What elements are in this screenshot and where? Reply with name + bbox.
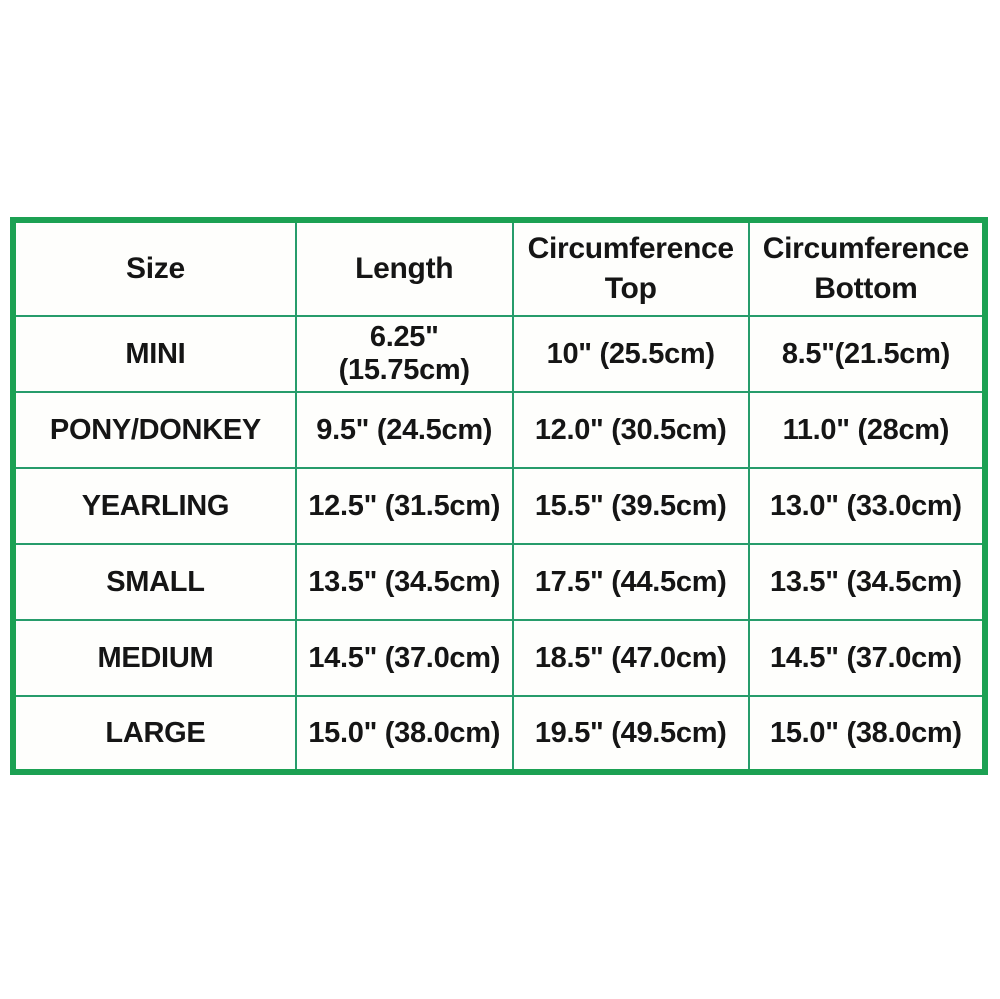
col-header-size: Size — [12, 219, 297, 317]
col-header-length: Length — [294, 219, 514, 317]
cell-size: LARGE — [12, 695, 297, 773]
cell-length: 15.0" (38.0cm) — [294, 695, 514, 773]
header-line: Bottom — [814, 272, 918, 305]
cell-circumference-top: 18.5" (47.0cm) — [511, 619, 750, 697]
header-line: Size — [126, 252, 185, 286]
cell-circumference-top: 10" (25.5cm) — [511, 315, 750, 393]
size-chart-table: Size Length Circumference Top Circumferen… — [10, 217, 988, 775]
header-row: Size Length Circumference Top Circumferen… — [12, 219, 987, 317]
col-header-circumference-bottom: Circumference Bottom — [747, 219, 987, 317]
cell-length: 6.25" (15.75cm) — [294, 315, 514, 393]
cell-size: YEARLING — [12, 467, 297, 545]
col-header-circumference-top: Circumference Top — [511, 219, 750, 317]
table-row: LARGE 15.0" (38.0cm) 19.5" (49.5cm) 15.0… — [12, 695, 987, 773]
header-line: Top — [604, 272, 657, 305]
table-row: YEARLING 12.5" (31.5cm) 15.5" (39.5cm) 1… — [12, 467, 987, 545]
table-row: MEDIUM 14.5" (37.0cm) 18.5" (47.0cm) 14.… — [12, 619, 987, 697]
header-line: Circumference — [762, 232, 970, 266]
cell-circumference-bottom: 11.0" (28cm) — [747, 391, 987, 469]
cell-circumference-top: 17.5" (44.5cm) — [511, 543, 750, 621]
table-row: PONY/DONKEY 9.5" (24.5cm) 12.0" (30.5cm)… — [12, 391, 987, 469]
cell-circumference-bottom: 15.0" (38.0cm) — [747, 695, 987, 773]
cell-length: 13.5" (34.5cm) — [294, 543, 514, 621]
header-line: Length — [355, 252, 454, 286]
cell-circumference-bottom: 13.5" (34.5cm) — [747, 543, 987, 621]
cell-length: 9.5" (24.5cm) — [294, 391, 514, 469]
cell-circumference-bottom: 14.5" (37.0cm) — [747, 619, 987, 697]
cell-circumference-bottom: 13.0" (33.0cm) — [747, 467, 987, 545]
cell-size: PONY/DONKEY — [12, 391, 297, 469]
table-row: SMALL 13.5" (34.5cm) 17.5" (44.5cm) 13.5… — [12, 543, 987, 621]
cell-circumference-top: 19.5" (49.5cm) — [511, 695, 750, 773]
table-row: MINI 6.25" (15.75cm) 10" (25.5cm) 8.5"(2… — [12, 315, 987, 393]
header-line: Circumference — [527, 232, 735, 266]
cell-circumference-bottom: 8.5"(21.5cm) — [747, 315, 987, 393]
cell-circumference-top: 12.0" (30.5cm) — [511, 391, 750, 469]
cell-length: 14.5" (37.0cm) — [294, 619, 514, 697]
cell-size: MINI — [12, 315, 297, 393]
cell-circumference-top: 15.5" (39.5cm) — [511, 467, 750, 545]
cell-length: 12.5" (31.5cm) — [294, 467, 514, 545]
cell-size: SMALL — [12, 543, 297, 621]
cell-size: MEDIUM — [12, 619, 297, 697]
